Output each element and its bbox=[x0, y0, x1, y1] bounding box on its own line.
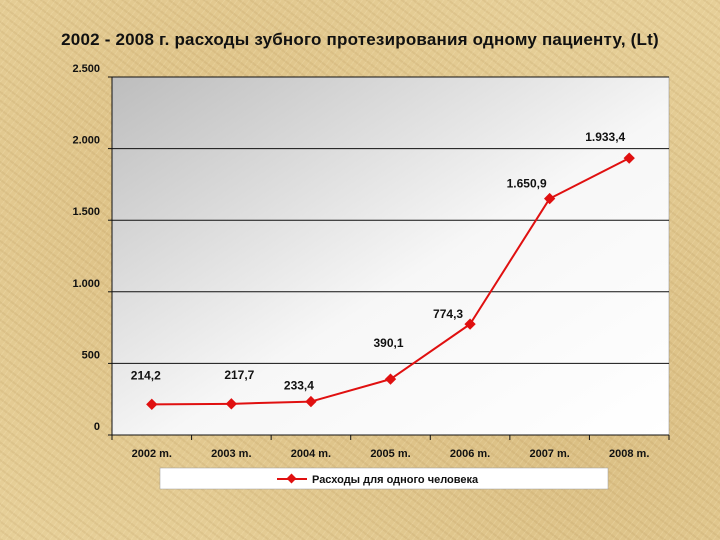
legend-marker bbox=[286, 473, 297, 484]
data-point bbox=[225, 398, 238, 410]
x-tick-label: 2004 m. bbox=[291, 448, 331, 460]
data-label: 774,3 bbox=[433, 307, 463, 321]
y-tick-label: 500 bbox=[82, 349, 100, 361]
data-label: 217,7 bbox=[224, 368, 254, 382]
data-point bbox=[623, 152, 635, 164]
data-label: 214,2 bbox=[131, 368, 161, 382]
x-axis-ticks: 2002 m. 2003 m. 2004 m. 2005 m. 2006 m. 2007 … bbox=[111, 435, 670, 460]
legend-label: Расходы для одного человека bbox=[312, 474, 479, 486]
data-label: 1.933,4 bbox=[585, 130, 625, 144]
x-tick-label: 2005 m. bbox=[370, 448, 410, 460]
data-point bbox=[146, 398, 158, 410]
series-layer bbox=[146, 152, 635, 410]
data-point bbox=[305, 395, 317, 408]
data-label: 233,4 bbox=[284, 379, 314, 393]
page-title: 2002 - 2008 г. расходы зубного протезиро… bbox=[61, 30, 659, 49]
y-axis-ticks: 0 500 1.000 1.500 2.000 2.500 bbox=[72, 63, 112, 436]
y-tick-label: 1.000 bbox=[72, 278, 100, 290]
y-tick-label: 0 bbox=[94, 421, 100, 433]
legend-box bbox=[159, 467, 609, 490]
x-tick-label: 2002 m. bbox=[132, 448, 172, 460]
y-tick-label: 2.000 bbox=[72, 135, 100, 147]
data-point bbox=[384, 373, 397, 385]
x-tick-label: 2007 m. bbox=[529, 448, 569, 460]
legend: Расходы для одного человека bbox=[159, 467, 609, 490]
y-tick-label: 2.500 bbox=[72, 63, 100, 75]
gridlines bbox=[112, 76, 669, 364]
x-tick-label: 2003 m. bbox=[211, 448, 251, 460]
data-point bbox=[464, 318, 476, 330]
data-label: 1.650,9 bbox=[507, 177, 547, 191]
x-tick-label: 2006 m. bbox=[450, 448, 490, 460]
data-labels: 214,2 217,7 233,4 390,1 774,3 1.650,9 1.933,4 bbox=[131, 130, 626, 392]
data-point bbox=[543, 192, 556, 205]
data-label: 390,1 bbox=[373, 336, 403, 350]
y-tick-label: 1.500 bbox=[72, 206, 100, 218]
x-tick-label: 2008 m. bbox=[609, 448, 649, 460]
axes bbox=[111, 77, 669, 436]
